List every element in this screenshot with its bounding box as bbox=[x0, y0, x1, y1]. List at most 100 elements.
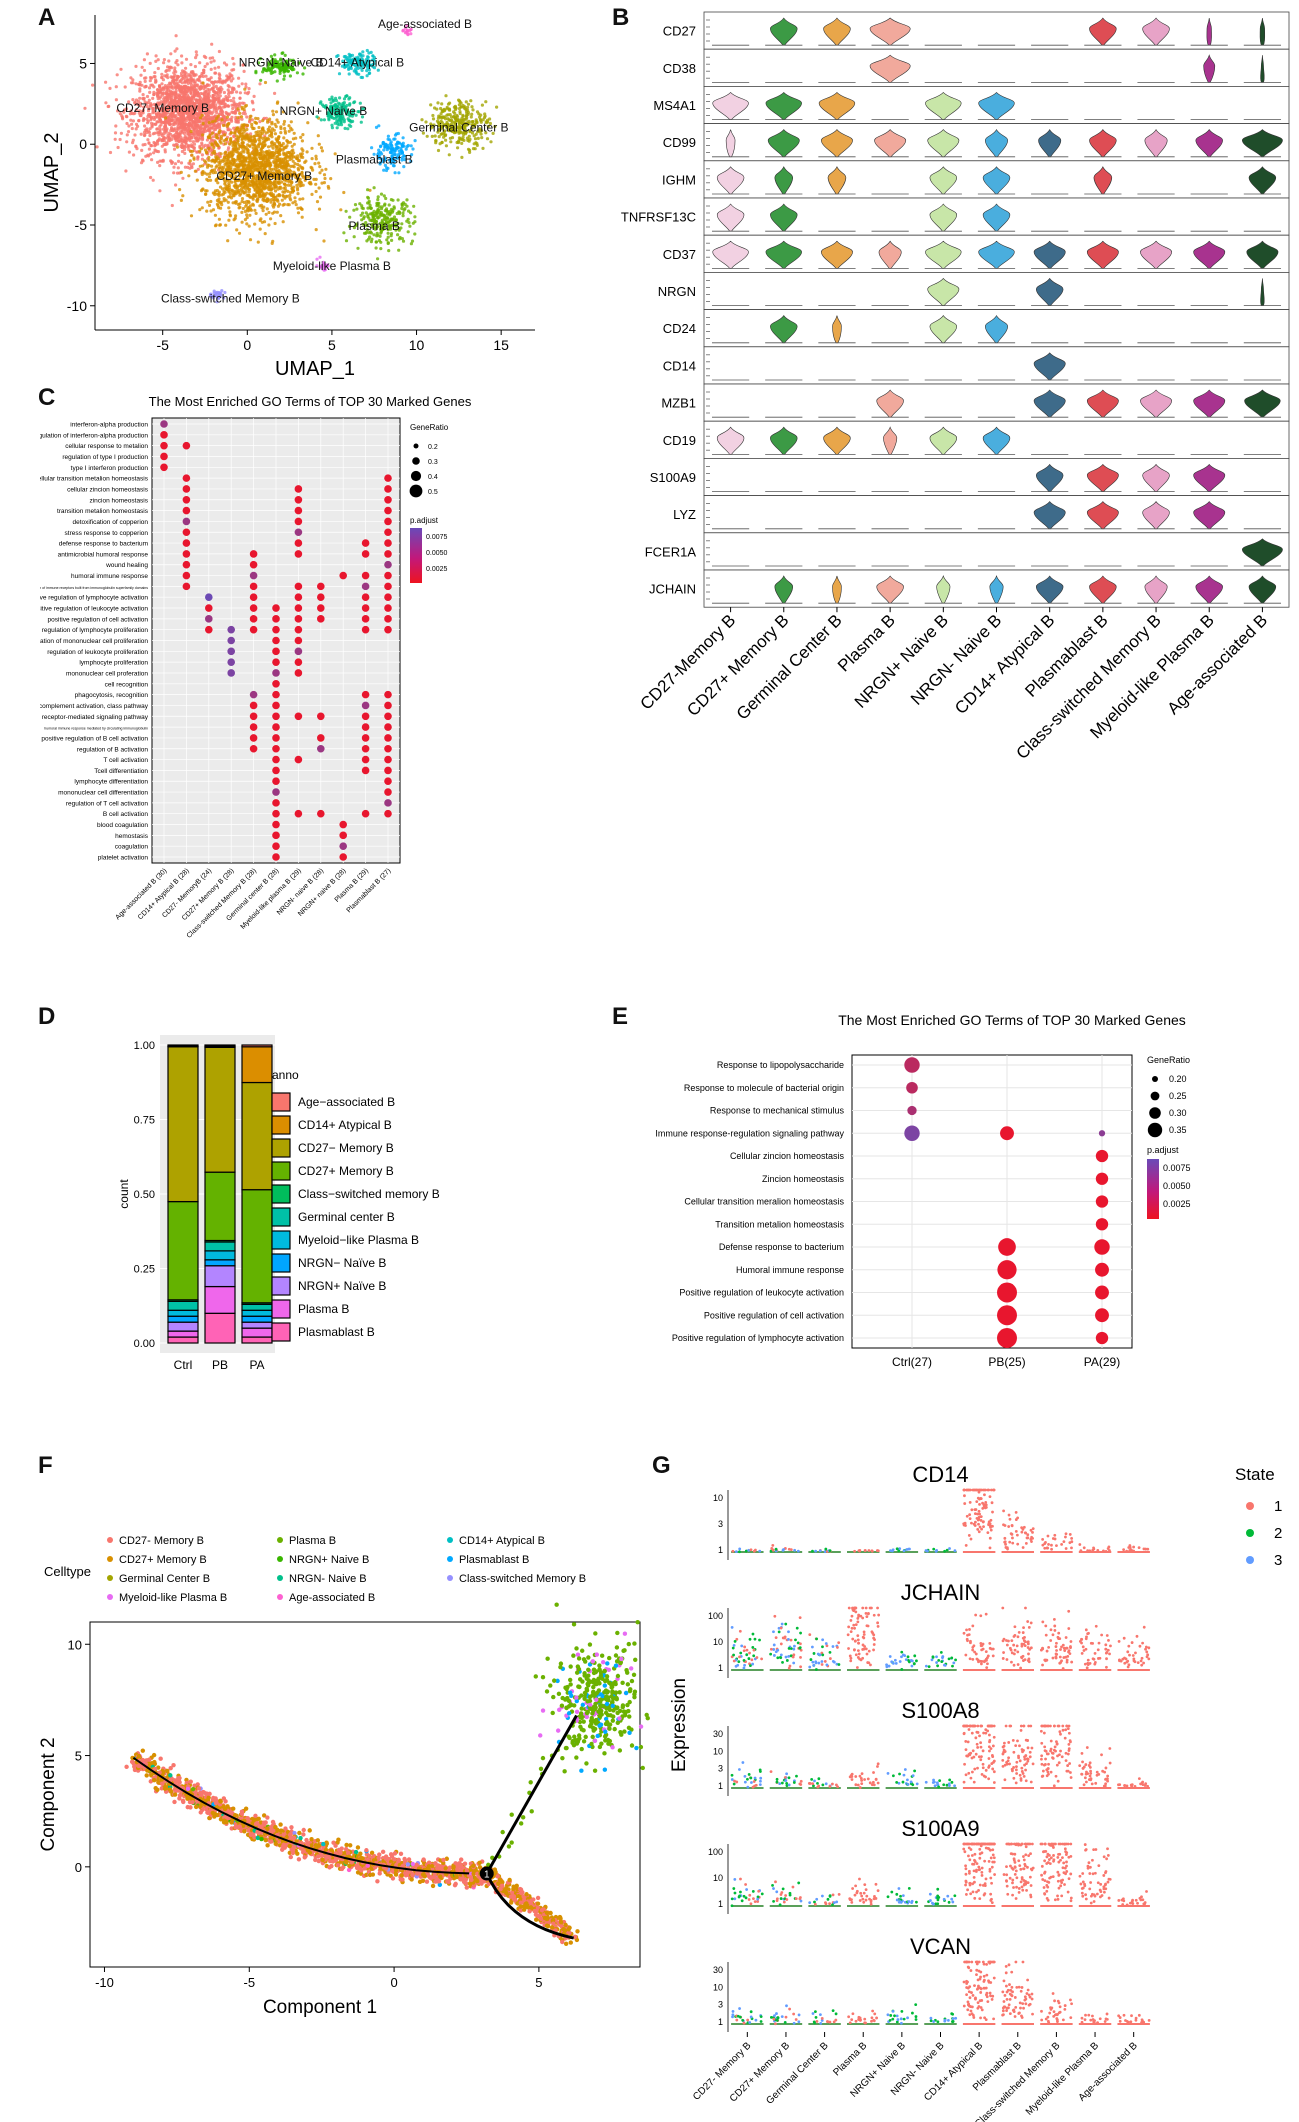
umap-point bbox=[168, 122, 172, 126]
umap-point bbox=[186, 110, 190, 114]
umap-point bbox=[188, 159, 192, 163]
go-c-term: wound healing bbox=[105, 562, 148, 569]
umap-point bbox=[205, 165, 210, 169]
umap-point bbox=[193, 92, 197, 96]
umap-point bbox=[289, 120, 293, 124]
umap-point bbox=[201, 121, 205, 126]
umap-point bbox=[256, 240, 260, 244]
umap-point bbox=[204, 55, 208, 60]
umap-point bbox=[124, 114, 128, 118]
umap-point bbox=[431, 113, 435, 118]
umap-point bbox=[182, 148, 187, 152]
go-c-dot bbox=[160, 441, 168, 450]
umap-point bbox=[129, 109, 133, 113]
umap-point bbox=[366, 195, 370, 199]
umap-point bbox=[149, 175, 153, 180]
umap-point bbox=[170, 79, 175, 83]
umap-point bbox=[167, 68, 171, 72]
umap-point bbox=[152, 151, 156, 155]
umap-point bbox=[457, 103, 461, 107]
umap-point bbox=[334, 96, 338, 100]
umap-point bbox=[225, 112, 229, 116]
umap-point bbox=[142, 96, 146, 100]
violin-row-frame bbox=[703, 532, 1290, 571]
umap-point bbox=[187, 96, 191, 100]
umap-point bbox=[155, 131, 159, 135]
umap-point bbox=[449, 115, 453, 119]
umap-point bbox=[281, 220, 285, 224]
umap-point bbox=[210, 131, 215, 135]
umap-point bbox=[288, 193, 292, 197]
umap-point bbox=[217, 190, 221, 194]
umap-point bbox=[228, 210, 232, 214]
umap-point bbox=[238, 155, 242, 159]
umap-point bbox=[191, 102, 195, 106]
umap-point bbox=[155, 120, 159, 124]
umap-point bbox=[187, 144, 191, 149]
go-c-term: transition metalion homeostasis bbox=[57, 508, 149, 515]
umap-point bbox=[226, 200, 230, 204]
umap-point bbox=[213, 213, 217, 217]
umap-point bbox=[258, 227, 262, 231]
umap-point bbox=[150, 144, 154, 148]
umap-point bbox=[374, 240, 378, 244]
umap-point bbox=[281, 160, 285, 164]
umap-point bbox=[119, 131, 123, 135]
umap-point bbox=[236, 202, 240, 207]
umap-point bbox=[156, 142, 160, 146]
umap-point bbox=[198, 116, 203, 120]
umap-point bbox=[245, 115, 249, 119]
umap-point bbox=[200, 138, 205, 142]
umap-point bbox=[307, 175, 311, 179]
umap-point bbox=[158, 164, 162, 168]
umap-point bbox=[175, 118, 180, 122]
umap-point bbox=[171, 111, 175, 115]
umap-point bbox=[270, 193, 274, 197]
go-c-term: positive regulation of lymphocyte activa… bbox=[40, 595, 148, 602]
umap-point bbox=[152, 75, 156, 79]
umap-point bbox=[193, 111, 197, 115]
umap-point bbox=[155, 127, 160, 131]
umap-point bbox=[177, 133, 181, 137]
umap-point bbox=[299, 155, 303, 159]
umap-point bbox=[210, 143, 214, 147]
umap-point bbox=[294, 203, 298, 207]
umap-point bbox=[207, 155, 211, 160]
umap-point bbox=[169, 52, 173, 56]
umap-point bbox=[190, 124, 194, 128]
umap-point bbox=[251, 108, 256, 112]
umap-point bbox=[251, 126, 255, 131]
umap-point bbox=[231, 144, 235, 148]
umap-point bbox=[448, 136, 452, 140]
violin-x-label: NRGN- Naive B bbox=[907, 611, 1005, 709]
go-c-term: blood coagulation bbox=[97, 822, 148, 829]
go-c-dot bbox=[182, 495, 191, 504]
umap-point bbox=[205, 138, 209, 142]
umap-point bbox=[191, 114, 195, 118]
umap-point bbox=[232, 194, 236, 198]
umap-point bbox=[263, 232, 267, 236]
umap-point bbox=[244, 204, 248, 208]
umap-point bbox=[369, 240, 373, 244]
umap-point bbox=[430, 134, 434, 138]
umap-point bbox=[232, 149, 236, 153]
umap-point bbox=[383, 202, 387, 206]
umap-point bbox=[202, 87, 206, 91]
umap-point bbox=[165, 90, 169, 94]
umap-point bbox=[222, 90, 226, 95]
umap-point bbox=[393, 171, 397, 175]
umap-point bbox=[200, 157, 204, 161]
umap-point bbox=[161, 158, 165, 162]
umap-point bbox=[175, 100, 179, 104]
umap-point bbox=[265, 191, 269, 195]
umap-point bbox=[213, 66, 217, 70]
go-c-term: regulation of lymphocyte proliferation bbox=[42, 627, 149, 634]
umap-point bbox=[238, 162, 242, 166]
umap-point bbox=[460, 141, 464, 145]
panel-label-c: C bbox=[38, 384, 56, 411]
umap-point bbox=[201, 74, 205, 79]
umap-point bbox=[205, 177, 209, 181]
umap-point bbox=[282, 190, 287, 194]
umap-point bbox=[392, 205, 396, 209]
umap-point bbox=[207, 146, 211, 151]
